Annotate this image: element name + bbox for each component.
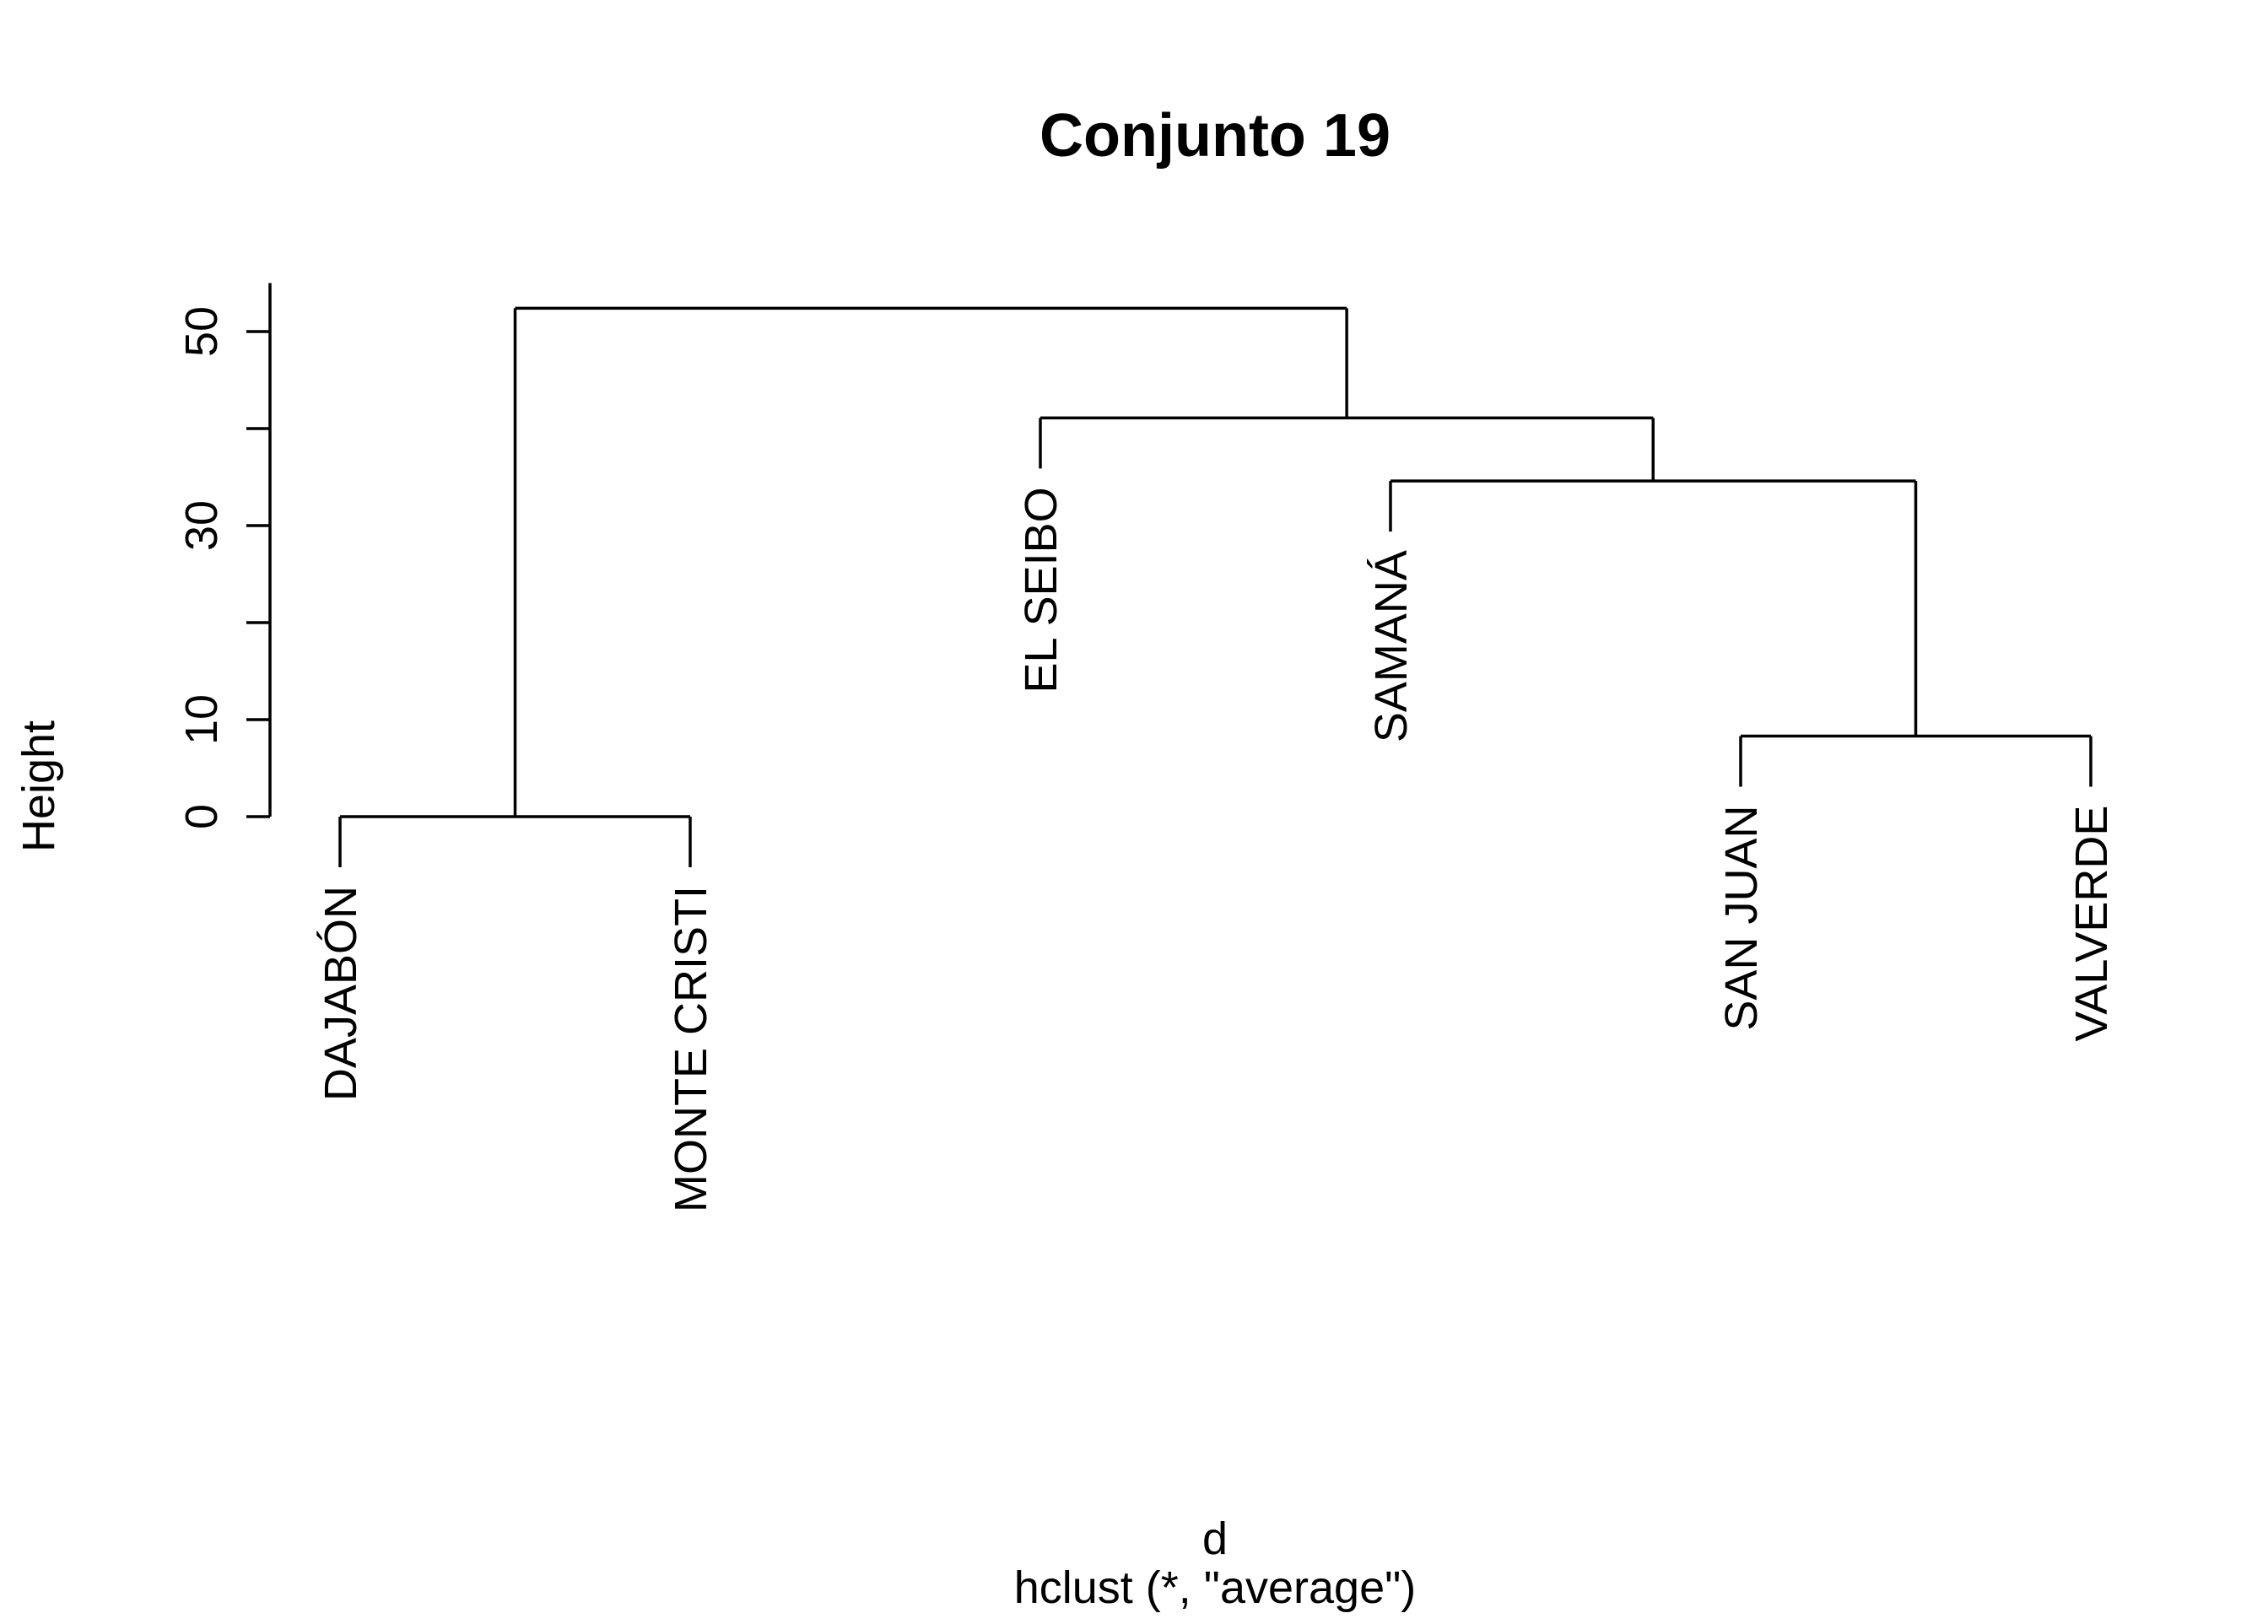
method-sublabel: hclust (*, "average") bbox=[1014, 1562, 1417, 1613]
leaf-labels: DAJABÓN MONTE CRISTI EL SEIBO SAMANÁ SAN JUA… bbox=[316, 487, 2117, 1212]
leaf-label: VALVERDE bbox=[2066, 806, 2117, 1042]
chart-title: Conjunto 19 bbox=[1040, 102, 1390, 170]
y-axis-label: Height bbox=[14, 720, 64, 852]
leaf-label: EL SEIBO bbox=[1016, 487, 1066, 693]
dendrogram-links bbox=[338, 306, 2092, 867]
leaf-label: SAMANÁ bbox=[1366, 550, 1417, 742]
y-tick-label: 0 bbox=[176, 804, 227, 829]
leaf-label: SAN JUAN bbox=[1716, 806, 1767, 1031]
leaf-label: MONTE CRISTI bbox=[666, 886, 716, 1212]
y-tick-label: 50 bbox=[176, 306, 227, 357]
y-tick-label: 10 bbox=[176, 694, 227, 745]
leaf-label: DAJABÓN bbox=[316, 886, 366, 1101]
y-tick-label: 30 bbox=[176, 500, 227, 551]
y-axis: 0 10 30 50 bbox=[176, 283, 272, 829]
x-axis-label: d bbox=[1202, 1513, 1228, 1564]
